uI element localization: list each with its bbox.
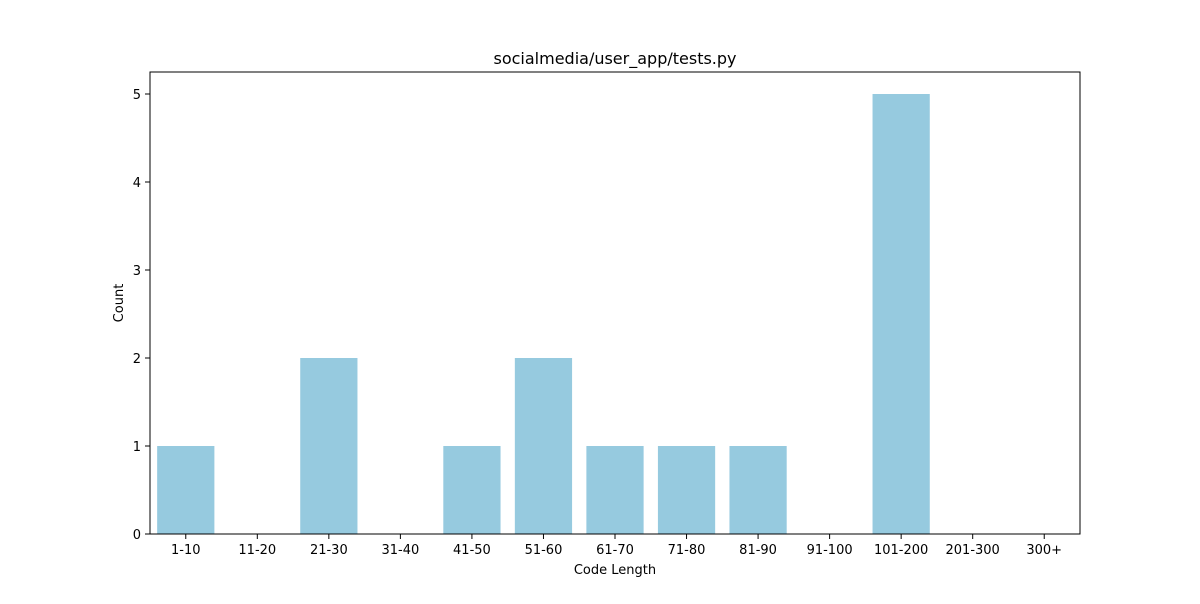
y-tick-label: 3 — [133, 264, 141, 279]
chart-title: socialmedia/user_app/tests.py — [493, 49, 736, 69]
x-tick-label: 300+ — [1026, 543, 1062, 558]
bar-81-90 — [729, 446, 787, 534]
x-tick-label: 21-30 — [310, 543, 348, 558]
y-tick-label: 0 — [133, 528, 141, 543]
x-tick-label: 101-200 — [874, 543, 928, 558]
x-tick-label: 81-90 — [739, 543, 777, 558]
x-tick-label: 51-60 — [525, 543, 563, 558]
bar-51-60 — [514, 358, 573, 534]
x-axis-label: Code Length — [574, 563, 656, 578]
x-tick-label: 201-300 — [946, 543, 1000, 558]
x-tick-label: 31-40 — [381, 543, 419, 558]
bar-1-10 — [157, 446, 215, 534]
x-tick-label: 1-10 — [171, 543, 201, 558]
bar-61-70 — [586, 446, 644, 534]
bars-layer — [157, 94, 930, 534]
x-tick-label: 41-50 — [453, 543, 491, 558]
x-tick-label: 91-100 — [807, 543, 853, 558]
x-tick-label: 61-70 — [596, 543, 634, 558]
bar-71-80 — [657, 446, 716, 534]
y-axis-label: Count — [112, 284, 127, 323]
x-tick-label: 11-20 — [238, 543, 276, 558]
x-tick-label: 71-80 — [668, 543, 706, 558]
x-axis-ticks: 1-10 11-20 21-30 31-40 41-50 51-60 61-70 71-80 8… — [171, 534, 1062, 558]
bar-101-200 — [872, 94, 930, 534]
y-tick-label: 2 — [133, 352, 141, 367]
y-tick-label: 4 — [133, 176, 141, 191]
bar-21-30 — [300, 358, 358, 534]
y-tick-label: 1 — [133, 440, 141, 455]
y-axis-ticks: 0 1 2 3 4 5 — [133, 88, 150, 543]
bar-41-50 — [443, 446, 501, 534]
y-tick-label: 5 — [133, 88, 141, 103]
